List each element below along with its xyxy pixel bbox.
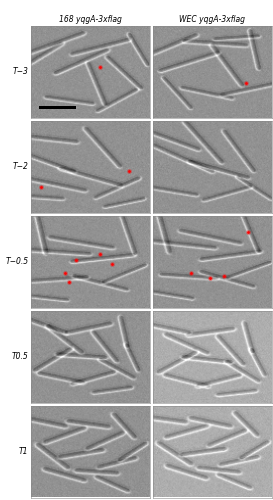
Text: T1: T1 xyxy=(19,447,29,456)
Text: WEC yqgA-3xflag: WEC yqgA-3xflag xyxy=(179,15,245,24)
Text: T−2: T−2 xyxy=(13,162,29,172)
Text: T−0.5: T−0.5 xyxy=(5,257,29,266)
Bar xyxy=(38,106,76,108)
Text: T−3: T−3 xyxy=(13,68,29,76)
Text: T0.5: T0.5 xyxy=(12,352,29,361)
Text: 168 yqgA-3xflag: 168 yqgA-3xflag xyxy=(59,15,122,24)
